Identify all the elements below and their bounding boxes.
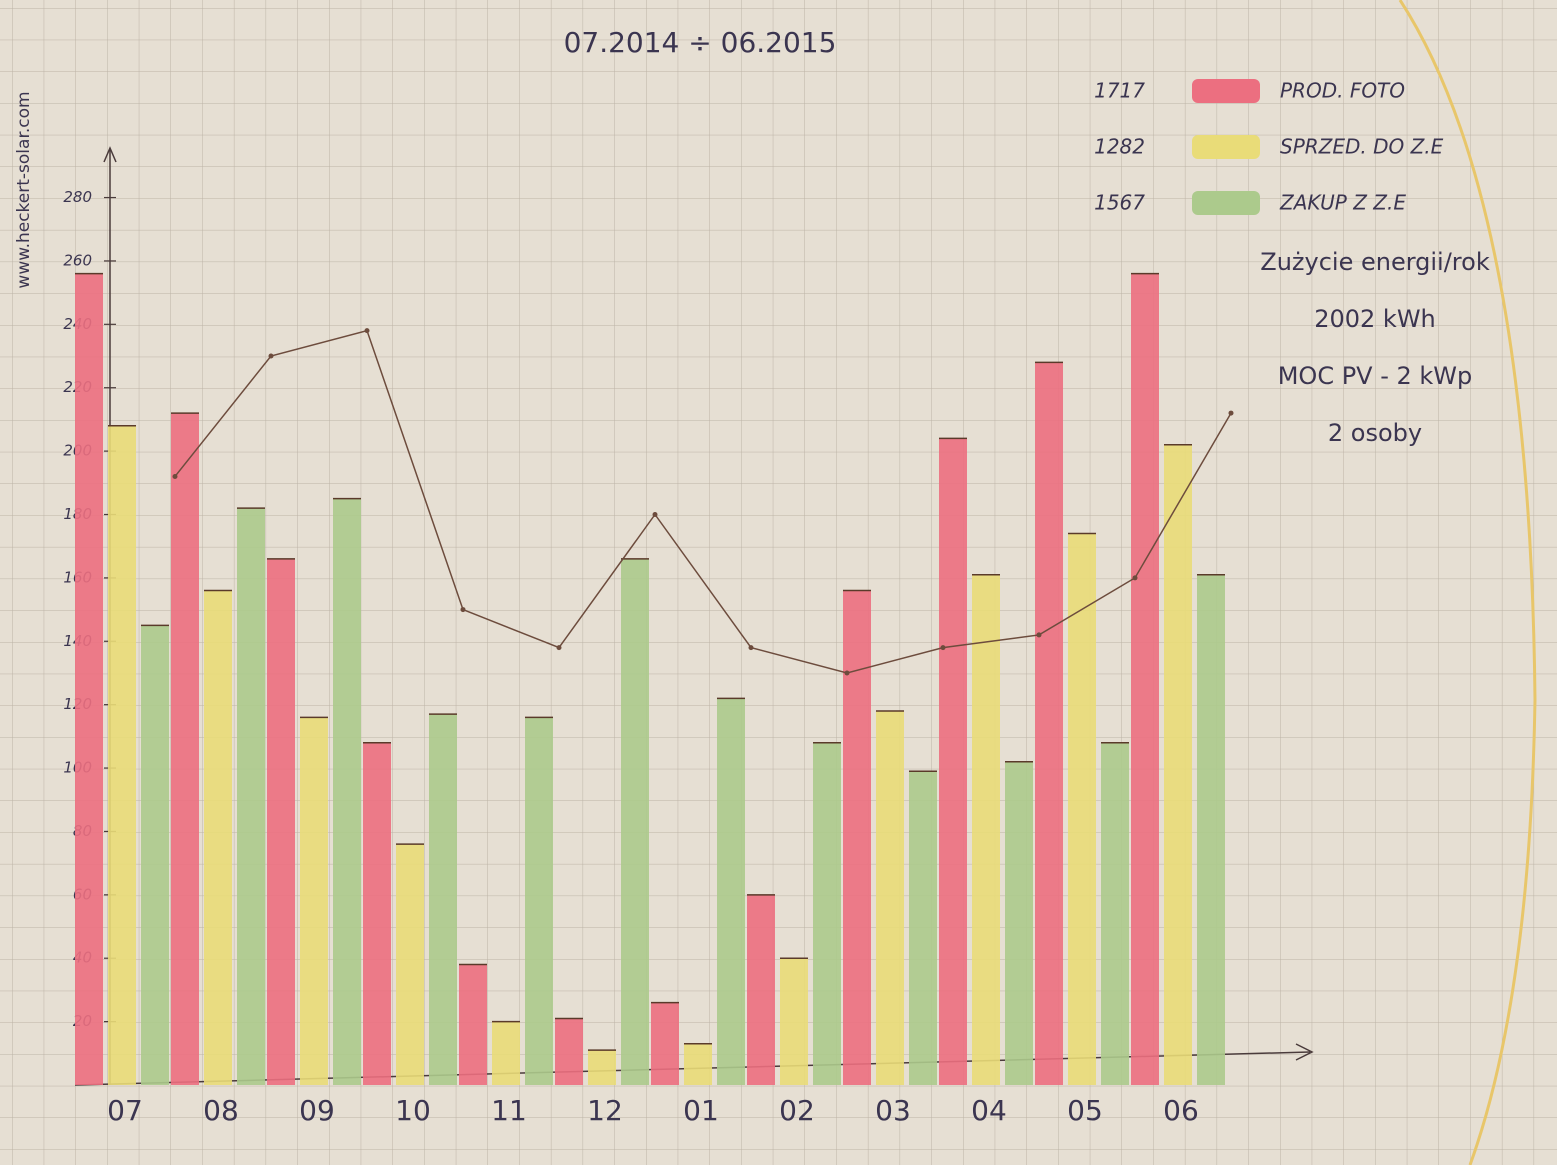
bar (429, 714, 457, 1085)
y-tick-label: 280 (63, 188, 92, 206)
y-axis-arrow (103, 146, 117, 163)
x-tick-label: 06 (1163, 1094, 1199, 1127)
x-tick-label: 12 (587, 1094, 623, 1127)
bar (525, 717, 553, 1085)
legend-swatch (1192, 191, 1260, 215)
bar (1068, 533, 1096, 1085)
chart-title: 07.2014 ÷ 06.2015 (564, 26, 837, 59)
bar (396, 844, 424, 1085)
legend-total: 1717 (1094, 79, 1145, 103)
bar (813, 742, 841, 1085)
x-tick-label: 10 (395, 1094, 431, 1127)
legend-total: 1567 (1094, 191, 1145, 215)
legend-swatch (1192, 135, 1260, 159)
x-tick-label: 09 (299, 1094, 335, 1127)
line-point (748, 645, 754, 651)
bar (717, 698, 745, 1085)
bar (1005, 761, 1033, 1085)
consumption-line (174, 329, 1232, 674)
bar (75, 273, 103, 1085)
x-tick-label: 02 (779, 1094, 815, 1127)
bar (684, 1043, 712, 1085)
bar (363, 742, 391, 1085)
x-tick-label: 03 (875, 1094, 911, 1127)
bar (1101, 742, 1129, 1085)
line-point (268, 353, 274, 359)
bar (651, 1002, 679, 1085)
bar (972, 574, 1000, 1085)
bar (1164, 444, 1192, 1086)
bar (171, 413, 199, 1085)
bar (492, 1021, 520, 1085)
bar (747, 894, 775, 1085)
line-point (1036, 632, 1042, 638)
annotation: 2002 kWh (1314, 305, 1436, 333)
bar (108, 425, 136, 1086)
bar (1131, 273, 1159, 1085)
x-axis-arrow (1295, 1043, 1314, 1061)
annotation: Zużycie energii/rok (1260, 248, 1490, 276)
bar (459, 964, 487, 1085)
legend-label: SPRZED. DO Z.E (1280, 135, 1444, 159)
line-point (652, 511, 658, 517)
bar (909, 771, 937, 1085)
bar (555, 1018, 583, 1085)
x-tick-label: 08 (203, 1094, 239, 1127)
bar (267, 558, 295, 1085)
legend-label: ZAKUP Z Z.E (1279, 191, 1406, 215)
bar (204, 590, 232, 1085)
x-tick-label: 07 (107, 1094, 143, 1127)
watermark: www.heckert-solar.com (14, 91, 34, 288)
line-point (556, 645, 562, 651)
legend-total: 1282 (1094, 135, 1145, 159)
bar (780, 958, 808, 1085)
annotation: MOC PV - 2 kWp (1278, 362, 1473, 390)
line-point (940, 645, 946, 651)
legend-swatch (1192, 79, 1260, 103)
x-tick-label: 04 (971, 1094, 1007, 1127)
bar (876, 711, 904, 1085)
page-edge (1398, 0, 1537, 1165)
line-point (1132, 575, 1138, 581)
bar (621, 558, 649, 1085)
legend-label: PROD. FOTO (1280, 79, 1405, 103)
bar (939, 438, 967, 1086)
bar (843, 590, 871, 1085)
bar (1197, 574, 1225, 1085)
bar (1035, 362, 1063, 1085)
line-point (460, 607, 466, 613)
line-point (172, 473, 178, 479)
bar (588, 1050, 616, 1085)
x-tick-label: 11 (491, 1094, 527, 1127)
x-tick-label: 01 (683, 1094, 719, 1127)
y-tick-label: 260 (63, 251, 92, 269)
bar (300, 717, 328, 1085)
bar (237, 508, 265, 1085)
line-point (844, 670, 850, 676)
line-point (364, 328, 370, 334)
x-tick-label: 05 (1067, 1094, 1103, 1127)
annotation: 2 osoby (1328, 419, 1422, 447)
bar (333, 498, 361, 1086)
bar (141, 625, 169, 1085)
line-point (1228, 410, 1234, 416)
